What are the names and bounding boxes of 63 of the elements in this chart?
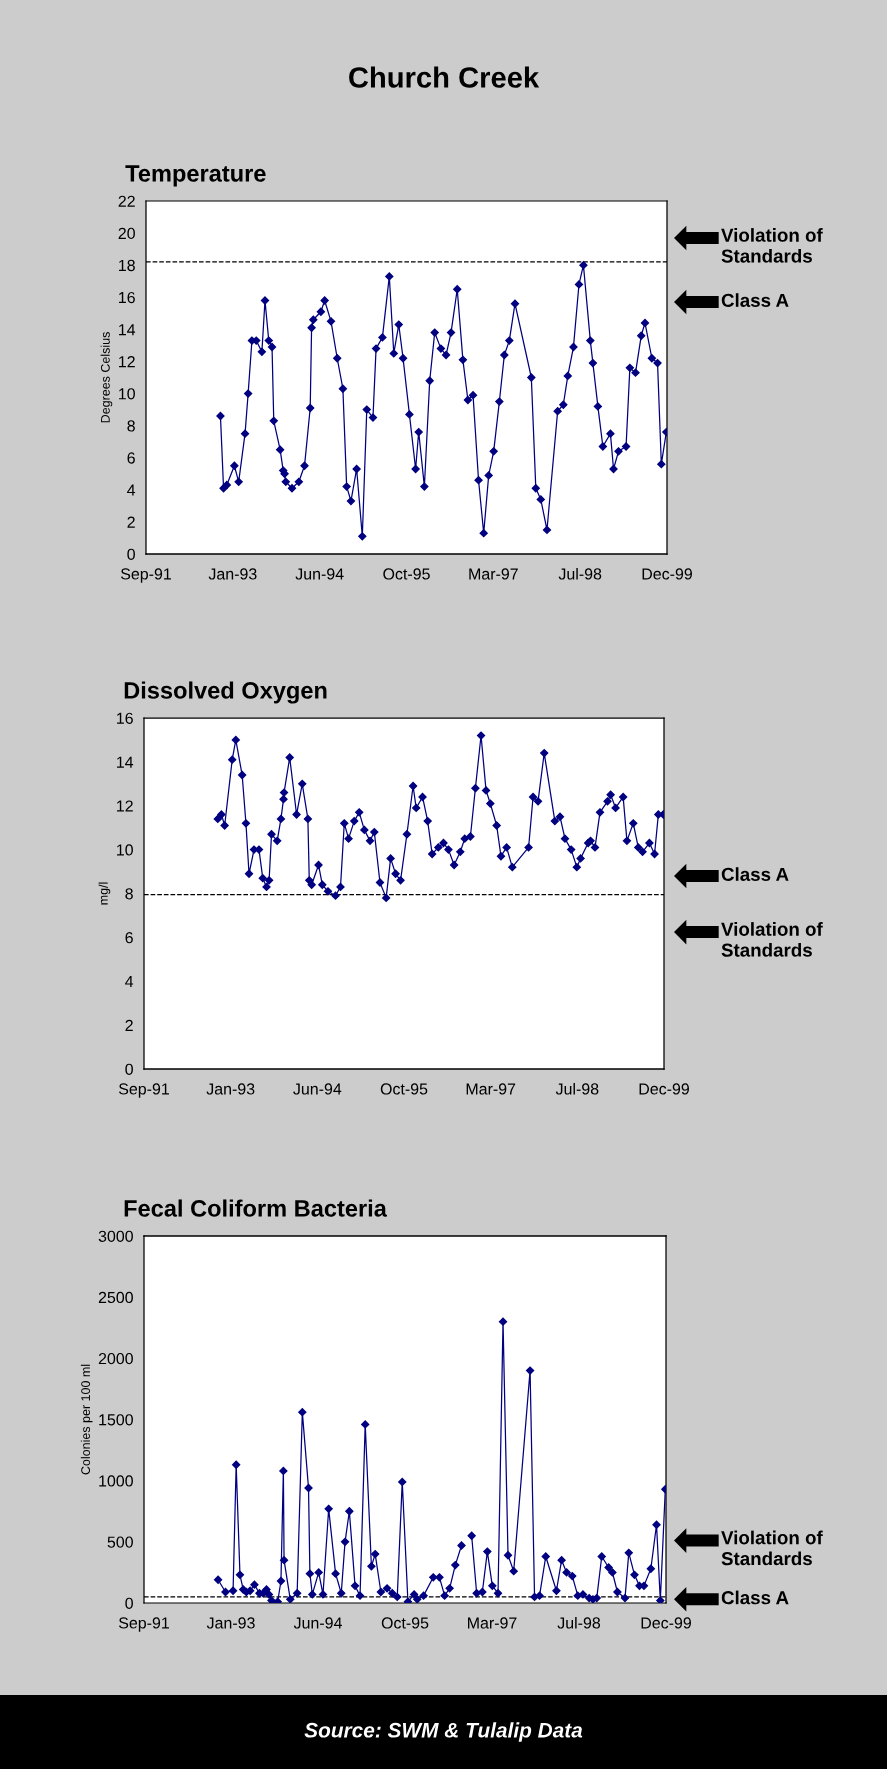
- x-tick-label: Jul-98: [557, 1616, 601, 1629]
- x-tick-label: Sep-91: [118, 1083, 169, 1098]
- y-tick-label: 4: [127, 484, 136, 496]
- source-note: Source: SWM & Tulalip Data: [304, 1722, 583, 1742]
- y-tick-label: 1000: [99, 1475, 133, 1487]
- chart-title: Temperature: [125, 165, 266, 187]
- chart-title: Dissolved Oxygen: [124, 681, 327, 704]
- y-tick-label: 14: [119, 324, 136, 336]
- y-tick-label: 2: [127, 516, 135, 528]
- y-tick-label: 500: [107, 1536, 133, 1548]
- y-tick-label: 10: [119, 388, 135, 400]
- y-tick-label: 0: [125, 1597, 133, 1609]
- x-tick-label: Dec-99: [642, 568, 692, 580]
- x-tick-label: Dec-99: [639, 1083, 689, 1095]
- x-tick-label: Jul-98: [558, 567, 602, 580]
- x-tick-label: Oct-95: [381, 1617, 429, 1629]
- y-tick-label: 2000: [98, 1352, 133, 1365]
- y-tick-label: 1500: [99, 1414, 133, 1426]
- x-tick-label: Jan-93: [206, 1083, 255, 1095]
- y-tick-label: 0: [127, 548, 135, 560]
- y-tick-label: 16: [119, 291, 135, 304]
- y-tick-label: 14: [117, 756, 134, 768]
- y-tick-label: 2: [125, 1019, 133, 1031]
- x-tick-label: Mar-97: [468, 1617, 517, 1629]
- y-tick-label: 8: [125, 888, 133, 900]
- x-tick-label: Jun-94: [293, 1617, 342, 1629]
- x-tick-label: Jan-93: [208, 568, 257, 580]
- y-tick-label: 6: [125, 932, 133, 944]
- x-tick-label: Sep-91: [118, 1617, 169, 1632]
- y-tick-label: 6: [127, 452, 135, 464]
- y-tick-label: 10: [117, 844, 133, 856]
- text: Class A: [721, 293, 789, 307]
- y-axis-title: mg/l: [98, 882, 111, 905]
- x-tick-label: Jan-93: [206, 1617, 255, 1629]
- x-tick-label: Jun-94: [293, 1083, 342, 1095]
- y-tick-label: 4: [125, 976, 134, 988]
- text: Violation of Standards: [721, 228, 823, 263]
- y-tick-label: 0: [125, 1063, 133, 1075]
- x-tick-label: Mar-97: [469, 568, 518, 580]
- y-tick-label: 16: [117, 712, 133, 724]
- x-tick-label: Jul-98: [555, 1082, 599, 1095]
- x-tick-label: Dec-99: [641, 1617, 691, 1629]
- y-axis-title: Colonies per 100 ml: [80, 1364, 93, 1475]
- x-tick-label: Jun-94: [295, 568, 344, 580]
- y-tick-label: 12: [119, 356, 135, 368]
- x-tick-label: Mar-97: [466, 1083, 516, 1095]
- y-tick-label: 18: [119, 259, 135, 272]
- y-tick-label: 8: [127, 420, 135, 432]
- y-tick-label: 12: [117, 800, 133, 812]
- x-tick-label: Oct-95: [380, 1083, 428, 1095]
- chart-title: Fecal Coliform Bacteria: [124, 1199, 388, 1217]
- text: Class A: [721, 1590, 789, 1605]
- y-axis-title: Degrees Celsius: [100, 332, 113, 423]
- text: Violation of Standards: [721, 1530, 823, 1566]
- y-tick-label: 22: [118, 195, 135, 207]
- y-tick-label: 3000: [98, 1230, 133, 1242]
- text: Church Creek: [349, 66, 540, 88]
- x-tick-label: Sep-91: [120, 568, 171, 583]
- y-tick-label: 2500: [98, 1291, 133, 1304]
- text: Violation of Standards: [721, 922, 823, 957]
- y-tick-label: 20: [118, 227, 135, 240]
- text: Class A: [721, 867, 789, 881]
- x-tick-label: Oct-95: [383, 568, 430, 580]
